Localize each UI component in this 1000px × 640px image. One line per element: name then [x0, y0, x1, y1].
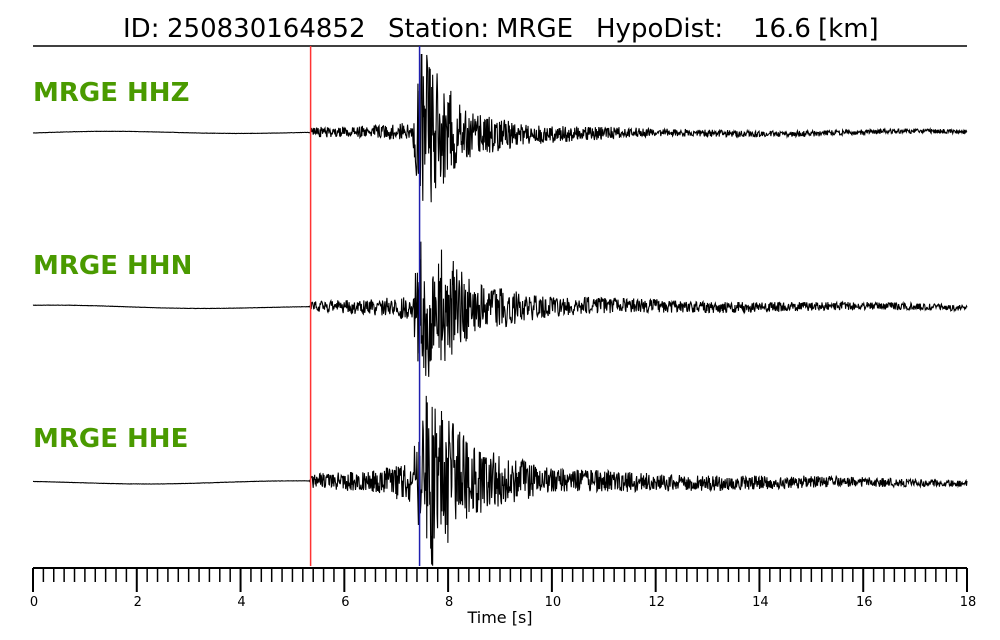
x-tick-label: 12: [648, 595, 665, 610]
x-tick-label: 0: [30, 595, 38, 610]
x-tick-label: 4: [237, 595, 245, 610]
plot-title: ID: 250830164852 Station: MRGE HypoDist:…: [123, 14, 879, 44]
hypodist-value: 16.6: [753, 14, 811, 44]
event-id: 250830164852: [167, 14, 366, 44]
hypodist-label: HypoDist:: [596, 14, 723, 44]
id-label: ID:: [123, 14, 159, 44]
channel-label-hhz: MRGE HHZ: [33, 78, 189, 108]
waveform-hhn: [32, 241, 968, 377]
station-label: Station:: [388, 14, 489, 44]
waveform-hhz: [32, 53, 968, 203]
waveform-traces: [32, 53, 968, 566]
hypodist-unit: [km]: [818, 14, 879, 44]
phase-picks: [309, 46, 421, 566]
time-axis: 0 2 4 6 8 10 12 14 16 18: [30, 567, 977, 610]
waveform-hhe: [32, 395, 968, 566]
x-tick-label: 18: [960, 595, 977, 610]
channel-label-hhn: MRGE HHN: [33, 251, 192, 281]
x-tick-label: 2: [134, 595, 142, 610]
x-tick-label: 6: [341, 595, 349, 610]
station-code: MRGE: [496, 14, 573, 44]
x-tick-label: 10: [545, 595, 562, 610]
x-tick-label: 16: [856, 595, 873, 610]
x-tick-label: 8: [445, 595, 453, 610]
x-axis-label: Time [s]: [466, 608, 532, 627]
x-tick-label: 14: [752, 595, 769, 610]
channel-label-hhe: MRGE HHE: [33, 424, 188, 454]
